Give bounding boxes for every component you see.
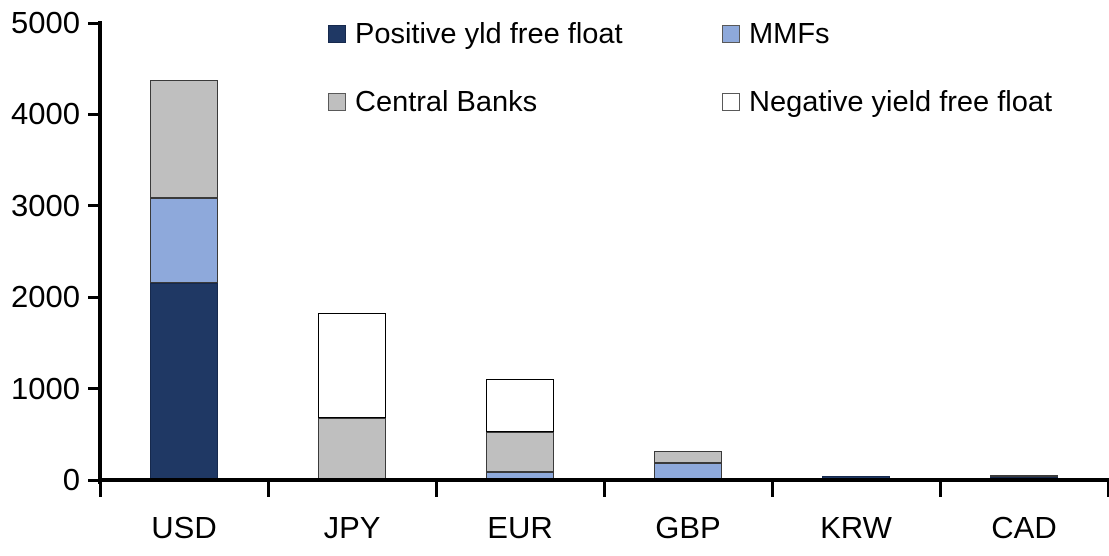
legend-swatch-mmfs — [722, 25, 740, 43]
legend-swatch-negative-yield-free-float — [722, 93, 740, 111]
y-axis-tick — [88, 387, 102, 391]
x-axis-label-usd: USD — [151, 510, 217, 545]
legend-label: Negative yield free float — [749, 85, 1053, 118]
y-axis-tick — [88, 295, 102, 299]
x-axis-label-jpy: JPY — [323, 510, 381, 545]
legend-item-central-banks: Central Banks — [328, 87, 537, 116]
legend-item-mmfs: MMFs — [722, 19, 830, 48]
bar-segment-central-banks — [150, 79, 218, 198]
x-axis-label-cad: CAD — [991, 510, 1057, 545]
bar-segment-negative-yield-free-float — [318, 312, 386, 418]
y-axis-tick — [88, 21, 102, 25]
y-axis-line — [98, 21, 102, 484]
legend-swatch-central-banks — [328, 93, 346, 111]
legend-label: Central Banks — [355, 85, 538, 118]
y-axis-tick-label: 1000 — [11, 370, 80, 406]
x-axis-tick — [266, 480, 270, 497]
legend-item-positive-yld-free-float: Positive yld free float — [328, 19, 623, 48]
x-axis-tick — [770, 480, 774, 497]
x-axis-label-eur: EUR — [487, 510, 553, 545]
x-axis-tick — [1106, 480, 1109, 497]
y-axis-tick-label: 2000 — [11, 279, 80, 315]
y-axis-tick — [88, 204, 102, 208]
legend-swatch-positive-yld-free-float — [328, 25, 346, 43]
y-axis-tick-label: 4000 — [11, 96, 80, 132]
bar-segment-positive-yld-free-float — [150, 283, 218, 480]
bar-segment-negative-yield-free-float — [486, 379, 554, 433]
legend-label: Positive yld free float — [355, 17, 623, 50]
x-axis-tick — [602, 480, 606, 497]
y-axis-tick-label: 5000 — [11, 5, 80, 40]
x-axis-label-krw: KRW — [820, 510, 892, 545]
y-axis-tick — [88, 478, 102, 482]
bar-segment-central-banks — [486, 432, 554, 472]
bar-segment-central-banks — [318, 417, 386, 480]
legend-item-negative-yield-free-float: Negative yield free float — [722, 87, 1052, 116]
x-axis-tick — [434, 480, 438, 497]
x-axis-tick — [938, 480, 942, 497]
x-axis-label-gbp: GBP — [655, 510, 721, 545]
bar-segment-central-banks — [654, 450, 722, 463]
y-axis-tick-label: 0 — [62, 462, 80, 497]
y-axis-tick — [88, 112, 102, 116]
bar-segment-mmfs — [150, 197, 218, 284]
bar-segment-central-banks — [990, 474, 1058, 478]
x-axis-tick — [98, 480, 102, 497]
legend-label: MMFs — [749, 17, 830, 50]
y-axis-tick-label: 3000 — [11, 187, 80, 223]
